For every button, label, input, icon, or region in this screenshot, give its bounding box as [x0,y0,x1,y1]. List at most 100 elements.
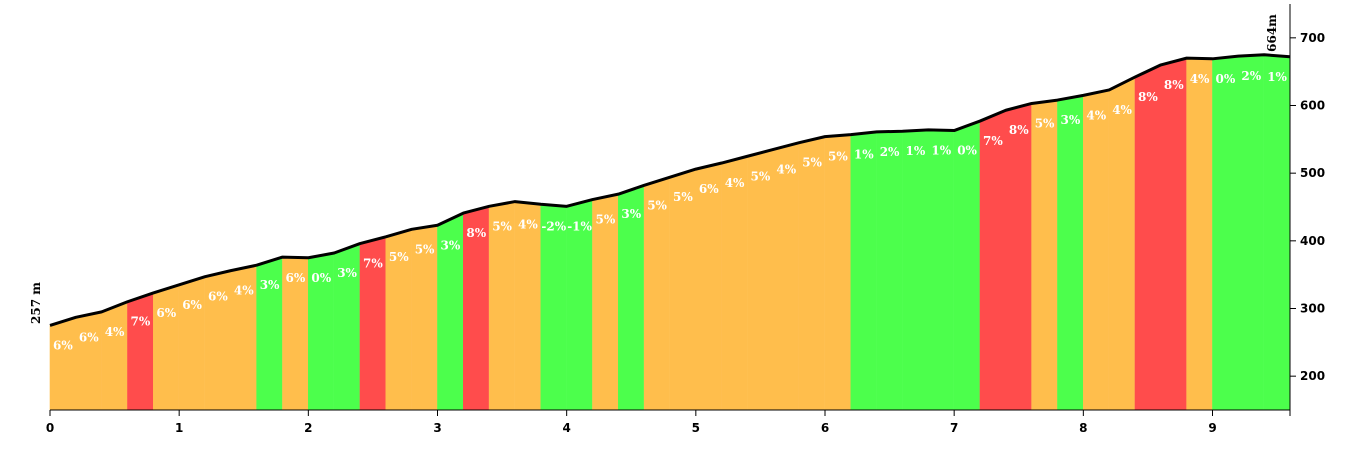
grade-label: -1% [567,219,592,233]
x-tick-label: 6 [821,421,829,435]
x-tick-label: 3 [433,421,441,435]
grade-segment [1057,94,1084,411]
grade-label: 1% [906,144,926,158]
grade-label: 6% [208,290,228,304]
x-tick-label: 7 [950,421,958,435]
grade-label: 6% [53,338,73,352]
grade-label: 5% [647,198,667,212]
grade-label: 0% [311,271,331,285]
grade-label: 8% [1138,90,1158,104]
grade-segment [49,316,77,411]
grade-label: 2% [1241,69,1261,83]
grade-label: 3% [1061,113,1081,127]
grade-label: 5% [596,213,616,227]
grade-label: 1% [1267,70,1287,84]
grade-label: 2% [880,145,900,159]
grade-label: 4% [105,325,125,339]
grade-labels: 6%6% 4%7%6%6%6% 4% 3%6% 0% 3%7% 5%5% 3%8% 5% 4% -2… [53,69,1288,352]
grade-segment [127,292,154,411]
grade-segment [101,301,128,411]
y-tick-label: 300 [1300,302,1325,316]
x-tick-label: 8 [1079,421,1087,435]
grade-segment [178,276,206,411]
grade-label: 4% [234,284,254,298]
y-tick-label: 200 [1300,369,1325,383]
grade-label: 3% [621,207,641,221]
grade-label: 3% [441,238,461,252]
grade-label: 5% [492,219,512,233]
grade-segment [953,120,981,411]
grade-label: 5% [673,190,693,204]
elevation-line [49,53,1291,327]
y-tick-label: 500 [1300,166,1325,180]
grade-label: 3% [260,278,280,292]
grade-label: 4% [776,162,796,176]
grade-label: 4% [1190,72,1210,86]
grade-segment [669,168,697,411]
grade-segment [1005,103,1032,411]
grade-label: 3% [337,266,357,280]
grade-segment [928,129,955,411]
grade-segment [1212,55,1239,411]
grade-segment [850,131,877,411]
grade-label: 4% [518,217,538,231]
grade-label: 5% [828,150,848,164]
grade-label: 4% [1086,108,1106,122]
grade-segment [979,109,1007,411]
grade-segment [798,136,826,411]
y-tick-label: 700 [1300,31,1325,45]
grade-segment [695,162,722,411]
grade-segment [902,129,929,411]
x-tick-label: 1 [175,421,183,435]
grade-segment [747,149,774,411]
grade-segment [1083,89,1110,411]
grade-label: 5% [1035,116,1055,130]
grade-segment [824,134,852,411]
grade-label: 8% [1009,123,1029,137]
grade-label: 7% [983,134,1003,148]
grade-segment [773,142,800,411]
grade-label: 0% [1216,72,1236,86]
grade-label: 6% [699,182,719,196]
grade-segment [1108,76,1136,411]
grade-label: 5% [802,156,822,170]
y-tick-label: 400 [1300,234,1325,248]
end-elevation-label: 664m [1265,14,1279,52]
x-tick-label: 9 [1208,421,1216,435]
x-tick-label: 0 [46,421,54,435]
grade-label: 5% [389,250,409,264]
grade-segment [1186,57,1213,411]
grade-segment [1238,54,1265,411]
grade-label: 4% [1112,103,1132,117]
x-tick-label: 4 [562,421,570,435]
grade-label: 0% [957,144,977,158]
profile-outline [49,53,1291,327]
grade-label: 5% [415,242,435,256]
grade-label: 1% [931,144,951,158]
grade-label: 1% [854,148,874,162]
grade-label: 6% [79,330,99,344]
grade-label: 8% [1164,78,1184,92]
grade-label: 6% [286,271,306,285]
grade-segment [1031,99,1058,411]
grade-segment [1263,54,1291,411]
x-tick-label: 2 [304,421,312,435]
grade-label: 6% [182,298,202,312]
grade-segment [75,311,102,411]
grade-segment [153,284,180,411]
grade-label: 4% [725,176,745,190]
start-elevation-label: 257 m [29,282,43,324]
x-tick-label: 5 [692,421,700,435]
grade-segment [1160,57,1187,411]
grade-label: 5% [751,169,771,183]
grade-label: 6% [156,306,176,320]
grade-segment [1134,64,1162,411]
y-axis: 200 300 400 500 600 700 [1289,4,1325,410]
grade-segment [721,155,748,411]
grade-segment [514,201,542,411]
grade-label: -2% [541,219,566,233]
x-axis: 0 1 2 3 4 5 6 7 8 9 [46,409,1291,435]
grade-segment [540,203,567,411]
grade-segment [876,130,903,411]
